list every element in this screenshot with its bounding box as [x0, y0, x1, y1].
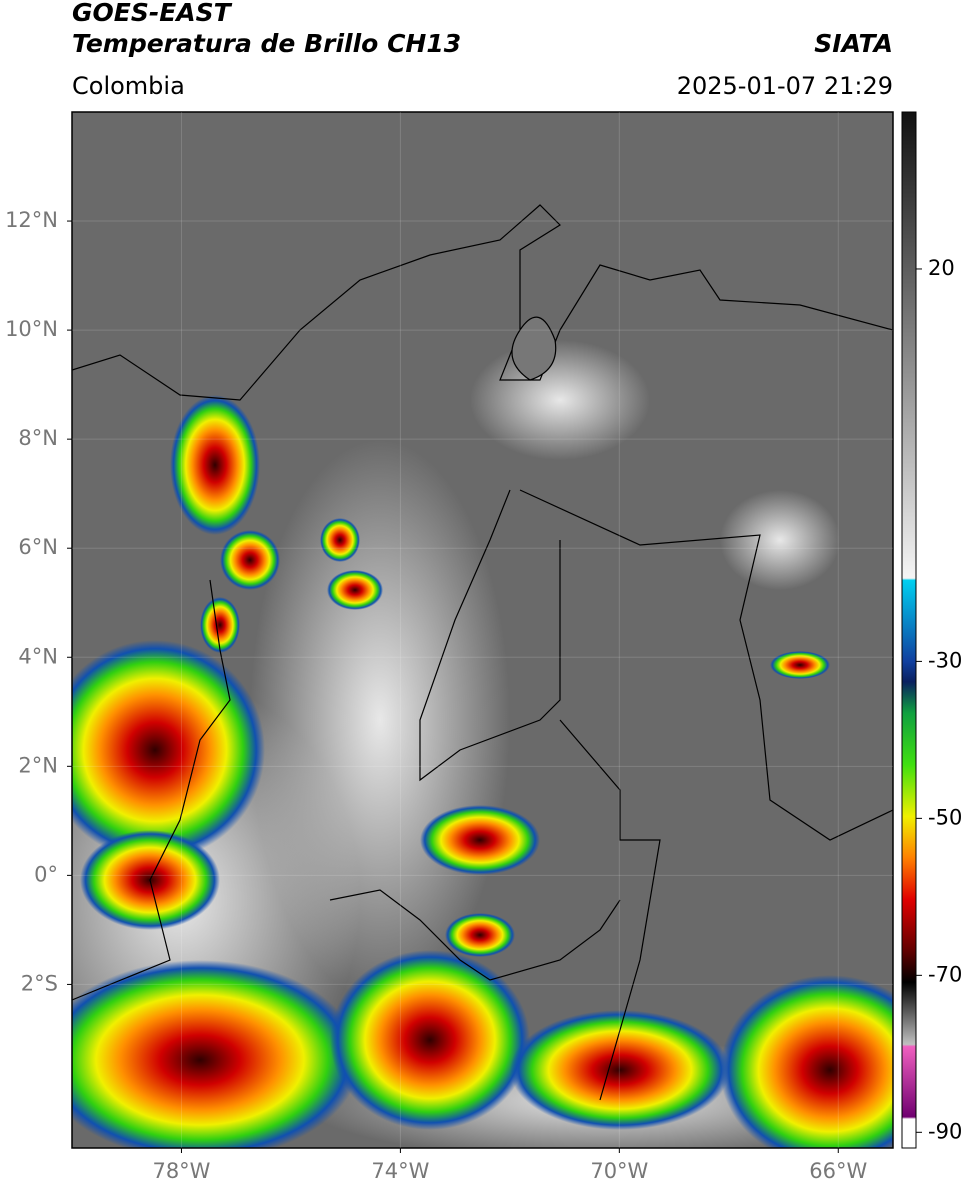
storm [320, 518, 360, 562]
colorbar-tick-label: -30 [928, 648, 962, 672]
storm [220, 530, 280, 590]
timestamp: 2025-01-07 21:29 [677, 72, 893, 100]
map-frame [71, 111, 894, 1149]
y-tick-label: 2°N [18, 753, 58, 777]
storm [420, 805, 540, 875]
colorbar [901, 111, 917, 1149]
storm [720, 975, 893, 1148]
storm [170, 395, 260, 535]
storm [200, 597, 240, 653]
cloud [470, 340, 650, 460]
source: SIATA [814, 29, 893, 58]
x-tick-label: 74°W [371, 1159, 429, 1183]
y-tick-label: 8°N [18, 426, 58, 450]
y-tick-label: 10°N [5, 317, 58, 341]
cloud [720, 490, 840, 590]
subtitle: Temperatura de Brillo CH13 [72, 29, 461, 58]
storm [510, 1010, 730, 1130]
colorbar-tick-label: -70 [928, 962, 962, 986]
x-tick-label: 66°W [809, 1159, 867, 1183]
storm [327, 570, 383, 610]
y-tick-label: 2°S [21, 971, 58, 995]
colorbar-tick-label: 20 [928, 256, 955, 280]
title: GOES-EAST [72, 0, 233, 27]
storm [330, 950, 530, 1130]
lake-maracaibo [511, 316, 557, 381]
storm [72, 640, 265, 860]
storm [770, 651, 830, 679]
satellite-image [72, 112, 893, 1148]
storm [445, 913, 515, 957]
storm [72, 960, 360, 1148]
y-tick-label: 12°N [5, 208, 58, 232]
x-tick-label: 70°W [590, 1159, 648, 1183]
x-tick-label: 78°W [152, 1159, 210, 1183]
y-tick-label: 6°N [18, 535, 58, 559]
y-tick-label: 0° [34, 862, 58, 886]
y-tick-label: 4°N [18, 644, 58, 668]
colorbar-tick-label: -90 [928, 1119, 962, 1143]
borders [72, 204, 893, 1101]
region: Colombia [72, 72, 185, 100]
colorbar-tick-label: -50 [928, 805, 962, 829]
